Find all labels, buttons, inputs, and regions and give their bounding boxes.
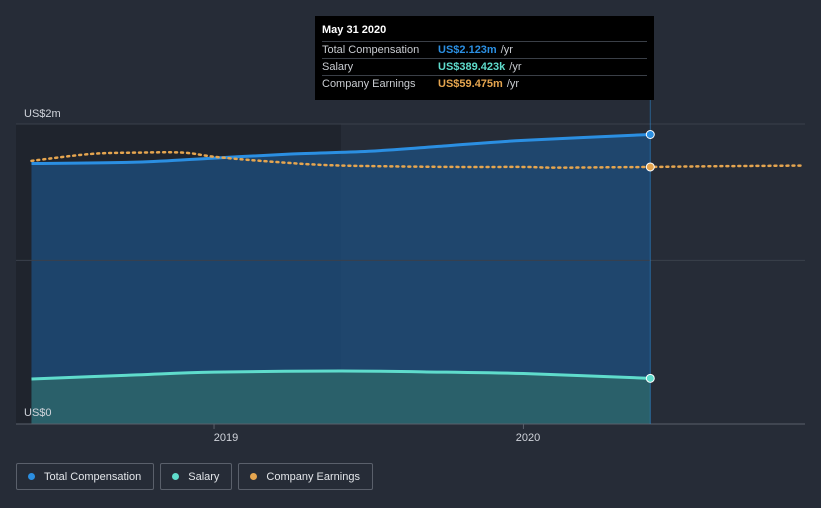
tooltip-value: US$389.423k	[438, 61, 506, 73]
company-earnings-line	[30, 151, 804, 169]
tooltip-row-salary: Salary US$389.423k /yr	[322, 58, 647, 75]
chart-markers	[645, 130, 655, 383]
legend-dot-icon	[250, 473, 258, 480]
legend-dot-icon	[28, 473, 35, 480]
tooltip-unit: /yr	[506, 78, 520, 90]
total-compensation-point	[645, 130, 655, 139]
tooltip-date: May 31 2020	[322, 24, 387, 36]
tooltip-value: US$59.475m	[438, 78, 503, 90]
legend-total-compensation[interactable]: Total Compensation	[16, 463, 155, 490]
legend-dot-icon	[172, 473, 180, 480]
tooltip-label: Salary	[322, 61, 354, 73]
chart-tooltip: May 31 2020 Total Compensation US$2.123m…	[315, 16, 654, 100]
legend-company-earnings[interactable]: Company Earnings	[238, 463, 373, 490]
total-compensation-line	[31, 133, 651, 166]
chart-grid	[16, 100, 805, 429]
tooltip-label: Company Earnings	[322, 78, 416, 90]
legend-salary[interactable]: Salary	[160, 463, 233, 490]
x-tick-label-2019: 2019	[214, 432, 238, 444]
company-earnings-point	[645, 162, 655, 172]
chart-axis: US$2m US$0 2019 2020	[24, 108, 540, 444]
chart-areas	[16, 124, 651, 424]
tooltip-label: Total Compensation	[322, 44, 420, 56]
legend-label: Total Compensation	[44, 470, 142, 483]
chart-legend: Total Compensation Salary Company Earnin…	[16, 463, 373, 490]
tooltip-unit: /yr	[500, 44, 513, 56]
salary-line	[31, 369, 651, 381]
salary-point	[645, 373, 655, 383]
legend-label: Company Earnings	[266, 470, 360, 483]
chart-lines	[30, 133, 804, 381]
y-tick-label-bottom: US$0	[24, 407, 52, 419]
tooltip-row-total: Total Compensation US$2.123m /yr	[322, 41, 647, 58]
salary-area	[31, 370, 651, 424]
x-tick-label-2020: 2020	[516, 432, 540, 444]
tooltip-value: US$2.123m	[438, 44, 497, 56]
total-compensation-area	[31, 134, 651, 424]
tooltip-row-earnings: Company Earnings US$59.475m /yr	[322, 75, 647, 92]
y-tick-label-top: US$2m	[24, 108, 61, 120]
legend-label: Salary	[188, 470, 220, 483]
tooltip-unit: /yr	[509, 61, 522, 73]
